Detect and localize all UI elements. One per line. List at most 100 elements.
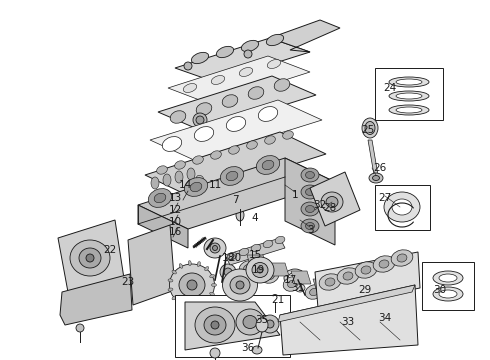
Ellipse shape <box>217 198 227 206</box>
Ellipse shape <box>275 236 285 244</box>
Text: 19: 19 <box>251 265 265 275</box>
Ellipse shape <box>369 173 383 183</box>
Ellipse shape <box>224 268 232 276</box>
Text: 1: 1 <box>292 190 298 200</box>
Bar <box>375 68 443 120</box>
Ellipse shape <box>188 261 191 266</box>
Ellipse shape <box>210 243 220 253</box>
Ellipse shape <box>243 315 257 328</box>
Text: 34: 34 <box>378 313 392 323</box>
Ellipse shape <box>239 68 253 76</box>
Text: 13: 13 <box>169 193 182 203</box>
Ellipse shape <box>242 40 259 51</box>
Ellipse shape <box>283 131 294 139</box>
Text: 35: 35 <box>255 315 269 325</box>
Text: 36: 36 <box>242 343 255 353</box>
Ellipse shape <box>170 264 215 306</box>
Ellipse shape <box>179 264 183 268</box>
Ellipse shape <box>204 238 226 258</box>
Polygon shape <box>313 279 333 292</box>
Text: 10: 10 <box>169 217 182 227</box>
Text: 25: 25 <box>362 125 375 135</box>
Ellipse shape <box>392 199 412 215</box>
Ellipse shape <box>301 185 319 199</box>
Ellipse shape <box>157 166 168 174</box>
Ellipse shape <box>265 136 275 144</box>
Ellipse shape <box>205 299 209 303</box>
Ellipse shape <box>258 107 278 121</box>
Ellipse shape <box>267 59 281 68</box>
Ellipse shape <box>252 262 268 278</box>
Ellipse shape <box>252 346 262 354</box>
Ellipse shape <box>397 254 407 262</box>
Ellipse shape <box>205 266 209 271</box>
Ellipse shape <box>79 248 101 268</box>
Ellipse shape <box>236 209 244 221</box>
Ellipse shape <box>284 269 306 287</box>
Text: 11: 11 <box>208 180 221 190</box>
Ellipse shape <box>239 261 257 275</box>
Text: 24: 24 <box>383 83 396 93</box>
Ellipse shape <box>396 79 422 85</box>
Ellipse shape <box>274 79 290 91</box>
Text: 21: 21 <box>271 295 285 305</box>
Ellipse shape <box>187 280 197 290</box>
Ellipse shape <box>174 197 181 203</box>
Ellipse shape <box>193 113 207 127</box>
Text: 4: 4 <box>252 213 258 223</box>
Ellipse shape <box>197 303 200 309</box>
Ellipse shape <box>212 284 217 287</box>
Ellipse shape <box>76 324 84 332</box>
Ellipse shape <box>433 287 463 301</box>
Text: 7: 7 <box>232 195 238 205</box>
Ellipse shape <box>196 116 204 124</box>
Polygon shape <box>168 56 310 104</box>
Polygon shape <box>285 158 335 245</box>
Ellipse shape <box>236 281 244 289</box>
Ellipse shape <box>175 171 183 183</box>
Ellipse shape <box>261 315 279 333</box>
Ellipse shape <box>321 192 343 212</box>
Polygon shape <box>278 285 415 322</box>
Polygon shape <box>225 238 285 265</box>
Ellipse shape <box>222 269 258 301</box>
Ellipse shape <box>188 305 191 309</box>
Polygon shape <box>315 252 420 308</box>
Ellipse shape <box>389 105 429 115</box>
Ellipse shape <box>148 189 172 207</box>
Polygon shape <box>310 172 360 226</box>
Ellipse shape <box>257 267 263 273</box>
Text: 28: 28 <box>323 203 337 213</box>
Ellipse shape <box>332 296 341 303</box>
Polygon shape <box>138 158 335 229</box>
Text: 31: 31 <box>292 283 305 293</box>
Text: 32: 32 <box>314 200 327 210</box>
Polygon shape <box>58 220 125 303</box>
Ellipse shape <box>220 167 244 185</box>
Polygon shape <box>175 38 310 82</box>
Ellipse shape <box>190 182 202 192</box>
Ellipse shape <box>168 279 173 282</box>
Ellipse shape <box>183 84 196 93</box>
Ellipse shape <box>204 315 226 335</box>
Ellipse shape <box>283 277 301 291</box>
Polygon shape <box>60 274 132 325</box>
Polygon shape <box>138 205 188 248</box>
Polygon shape <box>128 225 175 305</box>
Ellipse shape <box>396 107 422 113</box>
Ellipse shape <box>305 171 315 179</box>
Ellipse shape <box>230 276 250 294</box>
Ellipse shape <box>174 161 185 169</box>
Ellipse shape <box>372 175 379 180</box>
Ellipse shape <box>288 273 302 284</box>
Polygon shape <box>368 140 378 175</box>
Ellipse shape <box>196 103 212 115</box>
Ellipse shape <box>170 111 186 123</box>
Polygon shape <box>150 100 322 160</box>
Ellipse shape <box>373 256 395 272</box>
Ellipse shape <box>389 91 429 101</box>
Ellipse shape <box>266 273 274 280</box>
Ellipse shape <box>197 262 200 266</box>
Polygon shape <box>158 76 316 131</box>
Ellipse shape <box>288 280 296 288</box>
